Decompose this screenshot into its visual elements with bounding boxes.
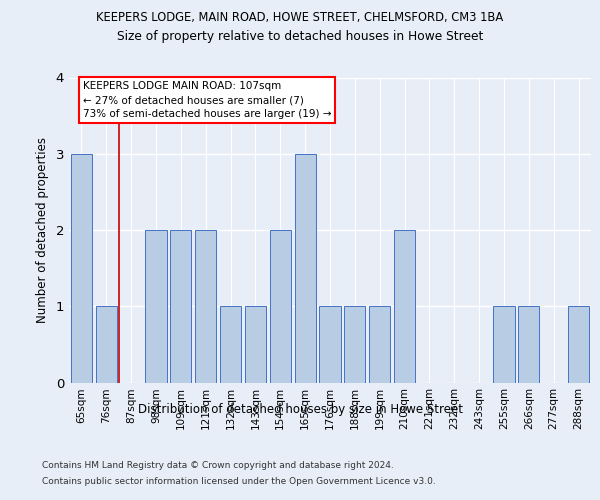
Bar xyxy=(71,154,92,382)
Bar xyxy=(319,306,341,382)
Bar xyxy=(195,230,216,382)
Text: Distribution of detached houses by size in Howe Street: Distribution of detached houses by size … xyxy=(137,402,463,415)
Bar xyxy=(394,230,415,382)
Bar xyxy=(493,306,515,382)
Bar xyxy=(220,306,241,382)
Bar xyxy=(369,306,390,382)
Bar xyxy=(170,230,191,382)
Bar xyxy=(295,154,316,382)
Bar xyxy=(568,306,589,382)
Bar xyxy=(518,306,539,382)
Text: Contains HM Land Registry data © Crown copyright and database right 2024.: Contains HM Land Registry data © Crown c… xyxy=(42,461,394,470)
Y-axis label: Number of detached properties: Number of detached properties xyxy=(35,137,49,323)
Bar xyxy=(145,230,167,382)
Bar xyxy=(270,230,291,382)
Text: KEEPERS LODGE, MAIN ROAD, HOWE STREET, CHELMSFORD, CM3 1BA: KEEPERS LODGE, MAIN ROAD, HOWE STREET, C… xyxy=(97,11,503,24)
Text: KEEPERS LODGE MAIN ROAD: 107sqm
← 27% of detached houses are smaller (7)
73% of : KEEPERS LODGE MAIN ROAD: 107sqm ← 27% of… xyxy=(83,82,331,120)
Bar xyxy=(245,306,266,382)
Text: Size of property relative to detached houses in Howe Street: Size of property relative to detached ho… xyxy=(117,30,483,43)
Text: Contains public sector information licensed under the Open Government Licence v3: Contains public sector information licen… xyxy=(42,478,436,486)
Bar xyxy=(344,306,365,382)
Bar xyxy=(96,306,117,382)
